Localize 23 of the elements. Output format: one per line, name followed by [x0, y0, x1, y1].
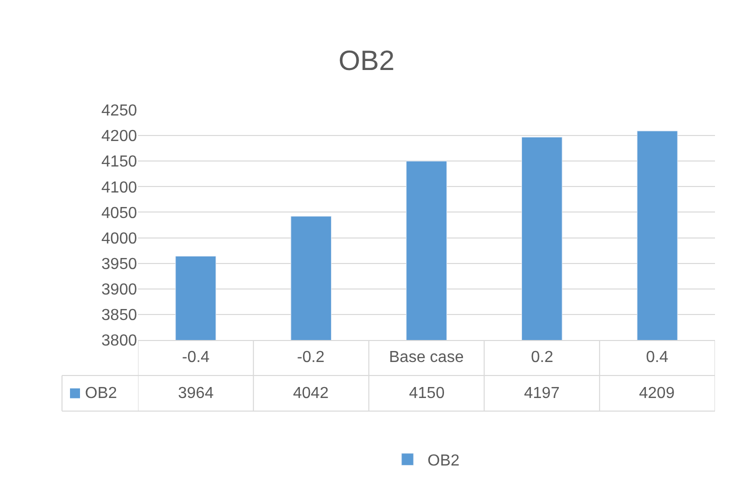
x-tick-label: 0.4 — [646, 349, 668, 366]
data-label: 3964 — [178, 385, 214, 402]
data-label: 4209 — [639, 385, 675, 402]
y-tick-label: 3950 — [101, 256, 138, 273]
y-tick-label: 4250 — [101, 102, 138, 120]
data-label: 4197 — [524, 385, 560, 402]
legend-label: OB2 — [428, 452, 460, 470]
chart-title: OB2 — [338, 44, 395, 76]
y-tick-label: 3900 — [101, 281, 138, 298]
x-tick-label: 0.2 — [531, 349, 554, 366]
y-tick-label: 4100 — [101, 179, 138, 196]
x-tick-label: Base case — [389, 349, 464, 366]
text: OB2 — [85, 385, 118, 402]
y-tick-label: 4200 — [101, 128, 138, 146]
y-tick-label: 3800 — [101, 332, 138, 350]
y-tick-label: 3850 — [101, 307, 138, 324]
x-tick-label: -0.4 — [182, 349, 210, 366]
data-label: 4042 — [293, 385, 329, 402]
y-tick-label: 4150 — [101, 154, 138, 171]
data-label: 4150 — [409, 385, 445, 402]
y-tick-label: 4050 — [101, 204, 138, 222]
y-tick-label: 4000 — [101, 230, 138, 248]
x-tick-label: -0.2 — [297, 349, 325, 366]
